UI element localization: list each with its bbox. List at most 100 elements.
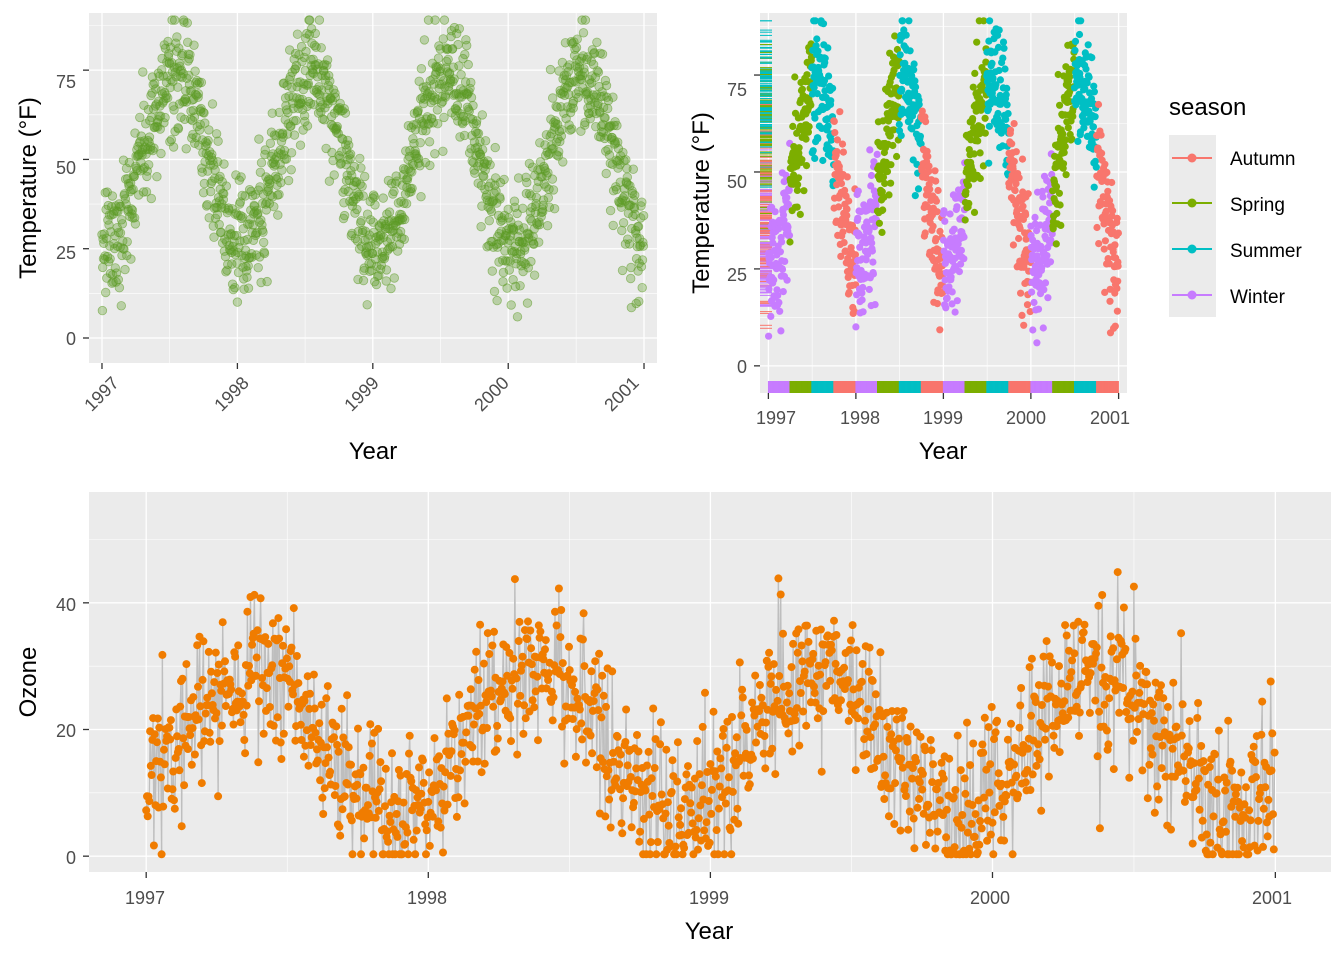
season-point	[988, 59, 996, 67]
season-point	[1113, 284, 1121, 292]
season-point	[1033, 339, 1041, 347]
temperature-point	[232, 297, 243, 307]
season-point	[1012, 148, 1020, 156]
temperature-point	[547, 174, 558, 184]
season-point	[1097, 131, 1105, 139]
season-point	[1020, 321, 1028, 329]
temperature-point	[480, 136, 491, 146]
temperature-point	[292, 29, 303, 39]
temperature-point	[439, 15, 450, 25]
season-point	[878, 228, 886, 236]
season-point	[838, 140, 847, 148]
temperature-point	[430, 15, 440, 25]
temperature-point	[117, 219, 128, 229]
season-point	[845, 197, 853, 205]
temperature-point	[209, 232, 219, 242]
temperature-point	[295, 140, 306, 150]
season-point	[887, 179, 895, 187]
temperature-point	[114, 283, 125, 293]
temperature-point	[452, 100, 463, 111]
temperature-point	[166, 135, 177, 145]
season-point	[895, 120, 903, 129]
temperature-point	[637, 197, 647, 207]
temperature-point	[174, 43, 184, 53]
season-point	[1090, 183, 1098, 191]
season-point	[1003, 101, 1011, 109]
temperature-point	[143, 160, 154, 170]
temperature-plot-x-tick-labels: 1997 1998 1999 2000 2001	[80, 373, 642, 415]
temperature-point	[149, 78, 160, 89]
temperature-point	[534, 220, 545, 230]
season-point	[897, 132, 905, 140]
temperature-point	[179, 17, 189, 27]
season-point	[1004, 110, 1012, 118]
temperature-point	[545, 64, 556, 75]
temperature-point	[182, 18, 193, 28]
temperature-point	[238, 262, 248, 273]
temperature-point	[624, 239, 635, 249]
temperature-point	[230, 283, 240, 293]
temperature-point	[121, 199, 131, 209]
temperature-point	[173, 124, 184, 134]
y-tick-label-75: 75	[56, 72, 76, 92]
temperature-point	[316, 43, 326, 53]
temperature-point	[612, 120, 622, 131]
temperature-point	[256, 157, 267, 168]
temperature-point	[548, 93, 558, 103]
temperature-point	[107, 191, 118, 201]
temperature-point	[169, 105, 179, 115]
season-point	[986, 17, 994, 25]
season-point	[941, 217, 949, 225]
temperature-point	[356, 216, 367, 226]
x-tick-label-1997: 1997	[756, 408, 796, 428]
season-point	[925, 162, 933, 170]
season-point	[830, 117, 838, 125]
temperature-point	[419, 35, 430, 45]
season-point	[789, 122, 797, 130]
temperature-point	[291, 115, 301, 126]
temperature-point	[453, 39, 463, 50]
temperature-point	[522, 177, 532, 188]
season-point	[999, 54, 1007, 62]
season-point	[1098, 149, 1106, 157]
season-point	[785, 186, 793, 194]
season-point	[1039, 193, 1047, 201]
season-point	[783, 194, 791, 202]
temperature-point	[126, 254, 136, 264]
temperature-point	[97, 305, 108, 316]
temperature-point	[499, 174, 509, 185]
temperature-point	[549, 203, 560, 214]
temperature-point	[194, 77, 204, 88]
temperature-point	[515, 281, 525, 291]
temperature-point	[339, 210, 350, 221]
season-point	[1103, 168, 1111, 176]
temperature-point	[401, 198, 412, 209]
temperature-point	[400, 214, 410, 225]
season-point	[1106, 297, 1114, 305]
temperature-point	[358, 191, 368, 201]
temperature-point	[601, 80, 612, 91]
temperature-plot-y-tick-labels: 0 25 50 75	[56, 72, 76, 349]
temperature-point	[221, 267, 231, 277]
temperature-point	[130, 219, 141, 229]
season-point	[1022, 211, 1030, 219]
temperature-point	[634, 296, 644, 307]
temperature-point	[329, 170, 339, 180]
temperature-point	[221, 181, 232, 191]
temperature-point	[476, 221, 486, 232]
temperature-point	[371, 279, 382, 290]
season-point	[859, 308, 867, 316]
season-point	[845, 288, 853, 296]
season-point	[995, 66, 1003, 75]
season-point	[798, 85, 807, 93]
temperature-point	[138, 187, 149, 197]
temperature-point	[163, 36, 173, 47]
legend-title: season	[1169, 94, 1246, 121]
season-point	[898, 85, 906, 93]
season-point	[1090, 88, 1098, 96]
season-point	[929, 222, 937, 230]
season-point	[814, 135, 822, 143]
season-point	[1095, 240, 1103, 248]
season-point	[1114, 262, 1122, 270]
temperature-point	[115, 228, 126, 238]
